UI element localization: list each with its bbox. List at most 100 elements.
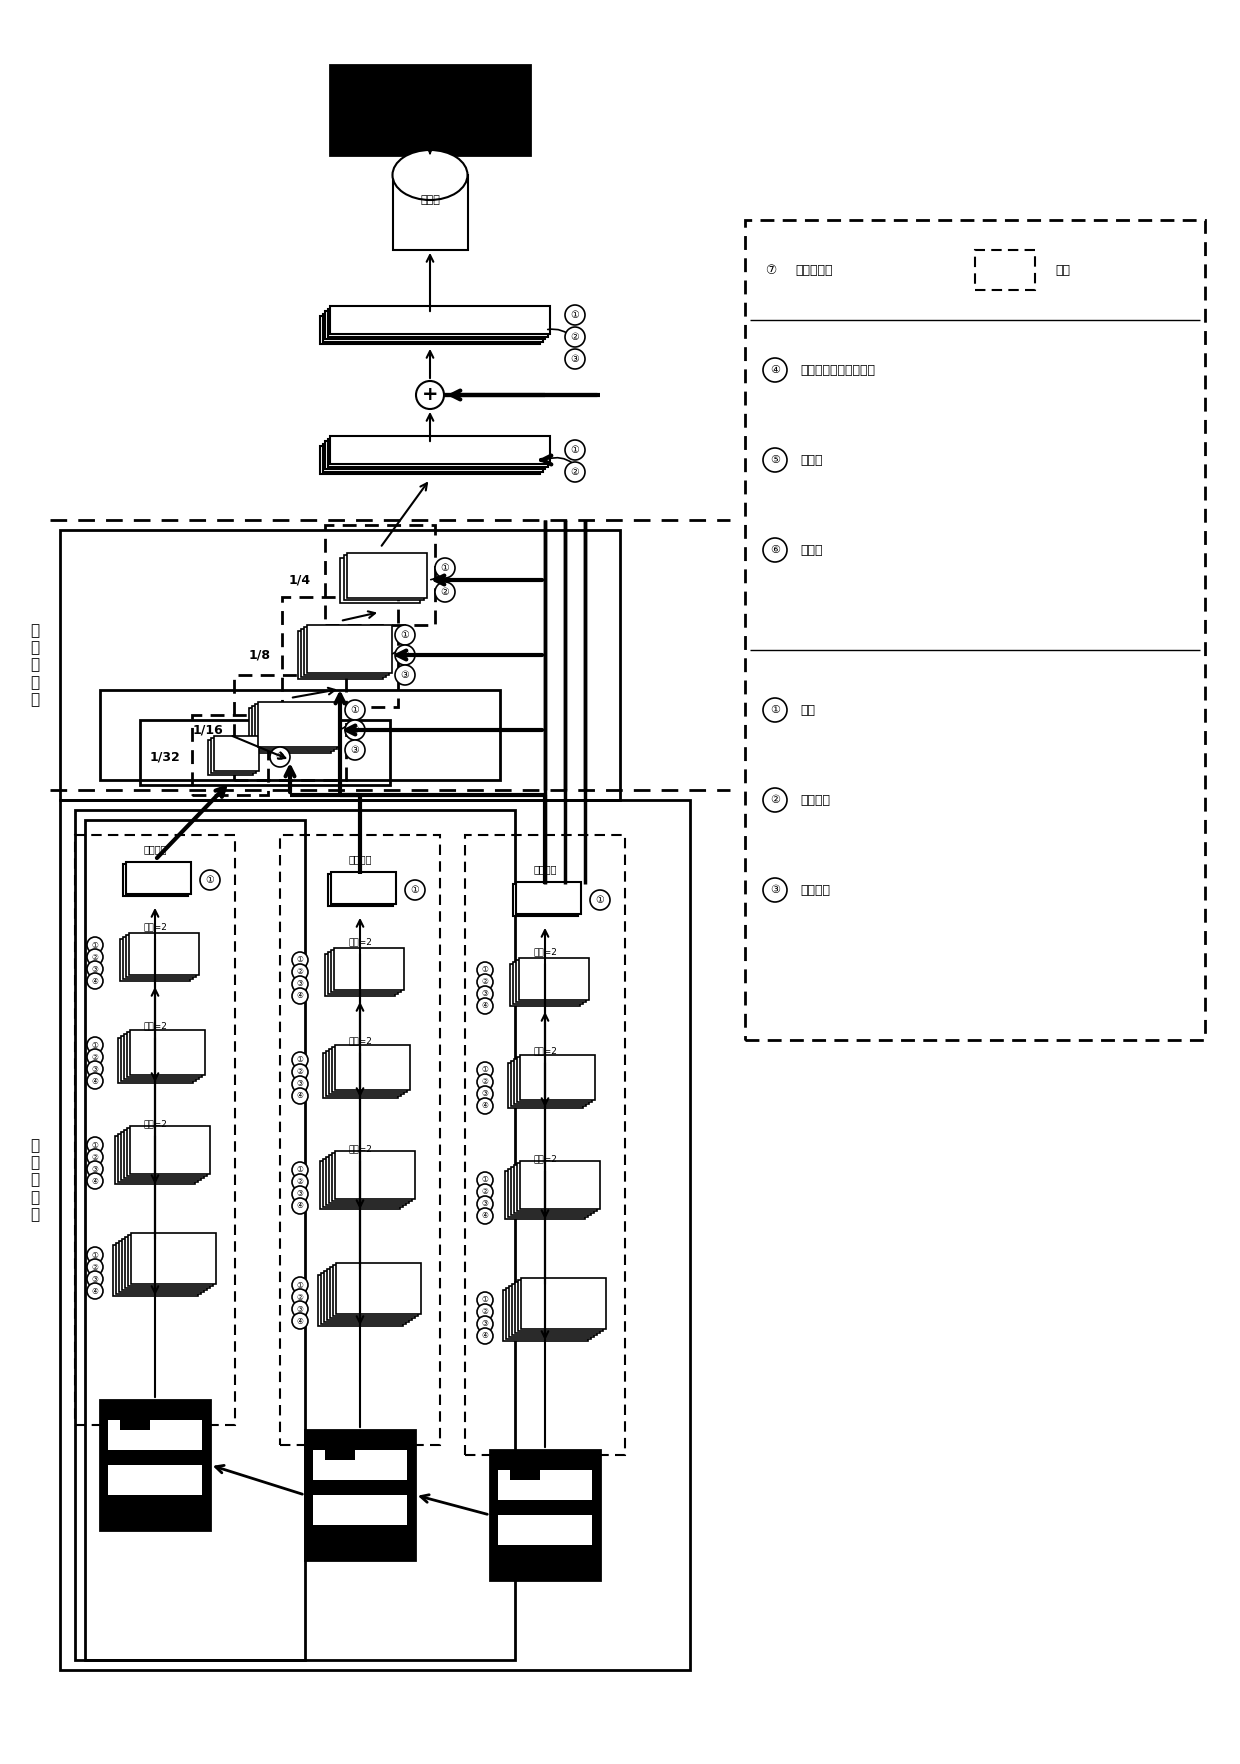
Circle shape: [291, 1185, 308, 1201]
Text: ②: ②: [92, 1152, 98, 1161]
Text: 卷积: 卷积: [800, 704, 815, 716]
Circle shape: [87, 961, 103, 977]
FancyBboxPatch shape: [325, 441, 546, 469]
FancyBboxPatch shape: [126, 935, 196, 977]
FancyBboxPatch shape: [505, 1171, 585, 1219]
Circle shape: [270, 746, 290, 767]
Text: ④: ④: [481, 1332, 489, 1341]
FancyBboxPatch shape: [502, 1289, 588, 1341]
Circle shape: [477, 961, 494, 977]
Text: ①: ①: [410, 886, 419, 894]
Text: 按位加: 按位加: [800, 543, 822, 556]
FancyBboxPatch shape: [123, 864, 187, 896]
Circle shape: [477, 974, 494, 990]
FancyBboxPatch shape: [520, 1055, 594, 1099]
FancyBboxPatch shape: [130, 1233, 216, 1284]
FancyBboxPatch shape: [115, 1136, 195, 1184]
Circle shape: [565, 462, 585, 482]
Circle shape: [396, 665, 415, 684]
Text: 阶
段
金
字
塔: 阶 段 金 字 塔: [31, 623, 40, 707]
FancyBboxPatch shape: [336, 1263, 420, 1314]
Circle shape: [477, 1184, 494, 1200]
FancyBboxPatch shape: [129, 1030, 205, 1074]
Circle shape: [291, 1198, 308, 1214]
Text: ①: ①: [570, 310, 579, 319]
FancyBboxPatch shape: [331, 951, 401, 991]
Text: 步长=2: 步长=2: [533, 1046, 557, 1055]
FancyBboxPatch shape: [128, 1235, 212, 1286]
FancyBboxPatch shape: [129, 933, 198, 975]
FancyBboxPatch shape: [332, 1265, 418, 1316]
Circle shape: [291, 1302, 308, 1318]
Circle shape: [200, 870, 219, 891]
FancyBboxPatch shape: [122, 1132, 201, 1180]
FancyBboxPatch shape: [517, 1279, 603, 1330]
Text: ④: ④: [296, 1201, 304, 1210]
FancyBboxPatch shape: [510, 1461, 539, 1480]
Circle shape: [477, 1291, 494, 1307]
FancyBboxPatch shape: [320, 316, 539, 344]
Text: 1/32: 1/32: [150, 750, 180, 764]
FancyBboxPatch shape: [343, 556, 424, 600]
Text: ①: ①: [481, 965, 489, 974]
Circle shape: [435, 557, 455, 579]
FancyBboxPatch shape: [517, 1057, 591, 1101]
Text: ①: ①: [481, 1295, 489, 1305]
FancyBboxPatch shape: [490, 1450, 600, 1581]
Circle shape: [291, 1289, 308, 1305]
Circle shape: [477, 998, 494, 1014]
Circle shape: [477, 986, 494, 1002]
Text: ②: ②: [92, 953, 98, 961]
FancyBboxPatch shape: [498, 1469, 591, 1499]
Text: 图
像
金
字
塔: 图 像 金 字 塔: [31, 1138, 40, 1222]
Text: ①: ①: [296, 1281, 304, 1289]
FancyBboxPatch shape: [508, 1170, 588, 1217]
Text: ①: ①: [481, 1065, 489, 1074]
Text: 步长=2: 步长=2: [143, 923, 167, 931]
FancyBboxPatch shape: [507, 1062, 583, 1108]
FancyBboxPatch shape: [108, 1464, 202, 1496]
Ellipse shape: [393, 150, 467, 199]
FancyBboxPatch shape: [124, 1131, 205, 1178]
FancyBboxPatch shape: [126, 861, 191, 894]
Text: ②: ②: [770, 796, 780, 804]
Text: ③: ③: [92, 1164, 98, 1173]
Text: ②: ②: [481, 1078, 489, 1087]
Circle shape: [415, 381, 444, 409]
FancyBboxPatch shape: [325, 1051, 401, 1095]
Circle shape: [565, 349, 585, 369]
FancyBboxPatch shape: [506, 1288, 590, 1339]
Text: ②: ②: [296, 1067, 304, 1076]
FancyBboxPatch shape: [327, 309, 548, 337]
Text: ①: ①: [92, 940, 98, 949]
Circle shape: [291, 975, 308, 991]
Text: 阶段: 阶段: [1055, 263, 1070, 277]
Circle shape: [87, 1138, 103, 1154]
FancyBboxPatch shape: [118, 1134, 198, 1182]
Text: 1/8: 1/8: [249, 649, 272, 662]
FancyBboxPatch shape: [520, 1161, 600, 1208]
Text: ③: ③: [296, 1305, 304, 1314]
Text: ③: ③: [481, 1090, 489, 1099]
Circle shape: [87, 937, 103, 953]
Circle shape: [291, 1076, 308, 1092]
FancyBboxPatch shape: [317, 1275, 403, 1325]
FancyBboxPatch shape: [213, 736, 258, 771]
Text: ②: ②: [440, 587, 449, 596]
Text: ②: ②: [92, 1053, 98, 1062]
Text: ⑥: ⑥: [770, 545, 780, 556]
FancyBboxPatch shape: [393, 175, 467, 250]
Text: 反卷积: 反卷积: [800, 453, 822, 466]
Circle shape: [87, 1037, 103, 1053]
Text: 采样器: 采样器: [420, 196, 440, 205]
Text: 步长=2: 步长=2: [533, 947, 557, 956]
Text: ①: ①: [296, 956, 304, 965]
Circle shape: [87, 1073, 103, 1088]
Text: ①: ①: [296, 1166, 304, 1175]
Text: ②: ②: [296, 967, 304, 977]
Text: ②: ②: [481, 1187, 489, 1196]
Circle shape: [477, 1074, 494, 1090]
Text: ④: ④: [296, 991, 304, 1000]
Circle shape: [87, 1282, 103, 1298]
Text: 步长=2: 步长=2: [143, 1120, 167, 1129]
